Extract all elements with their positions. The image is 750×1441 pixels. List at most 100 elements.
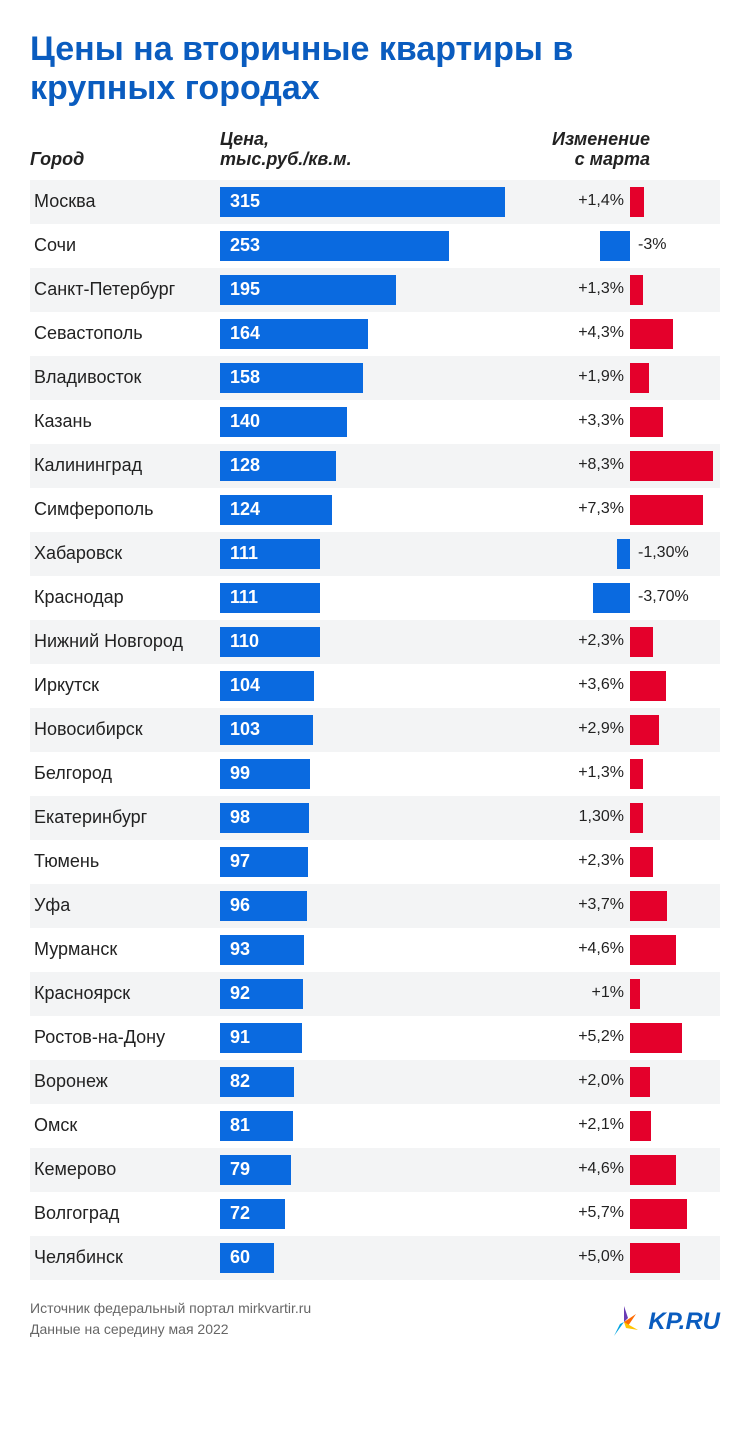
table-row: Омск81 +2,1% <box>30 1104 720 1148</box>
table-row: Челябинск60+5,0% <box>30 1236 720 1280</box>
table-row: Нижний Новгород110 +2,3% <box>30 620 720 664</box>
price-bar-cell: 91 <box>220 1016 520 1060</box>
change-label: +1,3% <box>578 764 624 782</box>
price-bar-cell: 164 <box>220 312 520 356</box>
table-row: Мурманск93+4,6% <box>30 928 720 972</box>
price-bar: 79 <box>220 1155 291 1185</box>
city-label: Челябинск <box>30 1247 220 1268</box>
price-bar: 91 <box>220 1023 302 1053</box>
change-label: +4,3% <box>578 324 624 342</box>
city-label: Уфа <box>30 895 220 916</box>
change-label: +2,9% <box>578 720 624 738</box>
change-cell: +1,3% <box>520 752 720 796</box>
change-label: +5,7% <box>578 1204 624 1222</box>
change-bar <box>630 847 653 877</box>
header-price: Цена, тыс.руб./кв.м. <box>220 130 520 170</box>
table-row: Казань140+3,3% <box>30 400 720 444</box>
table-row: Уфа96 +3,7% <box>30 884 720 928</box>
change-label: +4,6% <box>578 1160 624 1178</box>
change-cell: +1,3% <box>520 268 720 312</box>
change-label: +2,3% <box>578 852 624 870</box>
source-text: Источник федеральный портал mirkvartir.r… <box>30 1298 311 1340</box>
change-cell: +5,7% <box>520 1192 720 1236</box>
change-cell: +1% <box>520 972 720 1016</box>
price-bar-cell: 81 <box>220 1104 520 1148</box>
table-row: Симферополь124+7,3% <box>30 488 720 532</box>
infographic-container: Цены на вторичные квартиры в крупных гор… <box>0 0 750 1360</box>
price-bar-cell: 79 <box>220 1148 520 1192</box>
change-label: +2,1% <box>578 1116 624 1134</box>
change-bar <box>630 275 643 305</box>
table-row: Красноярск92+1% <box>30 972 720 1016</box>
change-bar <box>630 671 666 701</box>
city-label: Симферополь <box>30 499 220 520</box>
price-bar: 82 <box>220 1067 294 1097</box>
change-bar <box>630 1067 650 1097</box>
price-bar-cell: 103 <box>220 708 520 752</box>
change-label: +3,7% <box>578 896 624 914</box>
table-row: Новосибирск103 +2,9% <box>30 708 720 752</box>
price-bar: 164 <box>220 319 368 349</box>
change-cell: +2,3% <box>520 840 720 884</box>
change-cell: +3,7% <box>520 884 720 928</box>
city-label: Севастополь <box>30 323 220 344</box>
city-label: Красноярск <box>30 983 220 1004</box>
change-cell: +2,3% <box>520 620 720 664</box>
price-bar-cell: 110 <box>220 620 520 664</box>
change-cell: +1,4% <box>520 180 720 224</box>
change-cell: -3,70% <box>520 576 720 620</box>
price-bar-cell: 104 <box>220 664 520 708</box>
footer: Источник федеральный портал mirkvartir.r… <box>30 1298 720 1340</box>
city-label: Владивосток <box>30 367 220 388</box>
table-row: Сочи253-3% <box>30 224 720 268</box>
price-bar: 98 <box>220 803 309 833</box>
table-row: Хабаровск111-1,30% <box>30 532 720 576</box>
city-label: Екатеринбург <box>30 807 220 828</box>
table-row: Волгоград72+5,7% <box>30 1192 720 1236</box>
change-bar <box>630 759 643 789</box>
change-bar <box>630 715 659 745</box>
price-bar: 128 <box>220 451 336 481</box>
price-bar-cell: 96 <box>220 884 520 928</box>
price-bar-cell: 158 <box>220 356 520 400</box>
table-row: Иркутск104+3,6% <box>30 664 720 708</box>
change-cell: +8,3% <box>520 444 720 488</box>
city-label: Казань <box>30 411 220 432</box>
price-bar: 103 <box>220 715 313 745</box>
city-label: Мурманск <box>30 939 220 960</box>
price-bar: 111 <box>220 583 320 613</box>
change-cell: +4,3% <box>520 312 720 356</box>
change-cell: 1,30% <box>520 796 720 840</box>
change-label: +2,0% <box>578 1072 624 1090</box>
change-bar <box>630 979 640 1009</box>
change-bar <box>630 495 703 525</box>
change-label: +1,3% <box>578 280 624 298</box>
change-label: +3,6% <box>578 676 624 694</box>
city-label: Новосибирск <box>30 719 220 740</box>
price-bar-cell: 111 <box>220 576 520 620</box>
change-label: +2,3% <box>578 632 624 650</box>
price-bar: 99 <box>220 759 310 789</box>
kp-logo: KP.RU <box>606 1304 720 1340</box>
table-row: Кемерово79+4,6% <box>30 1148 720 1192</box>
city-label: Нижний Новгород <box>30 631 220 652</box>
city-label: Москва <box>30 191 220 212</box>
change-bar <box>630 1111 651 1141</box>
change-label: 1,30% <box>579 808 624 826</box>
table-row: Ростов-на-Дону91+5,2% <box>30 1016 720 1060</box>
price-bar: 104 <box>220 671 314 701</box>
city-label: Омск <box>30 1115 220 1136</box>
city-label: Краснодар <box>30 587 220 608</box>
city-label: Калининград <box>30 455 220 476</box>
change-bar <box>630 187 644 217</box>
price-bar-cell: 253 <box>220 224 520 268</box>
city-label: Тюмень <box>30 851 220 872</box>
change-cell: +3,3% <box>520 400 720 444</box>
change-bar <box>617 539 630 569</box>
price-bar-cell: 97 <box>220 840 520 884</box>
change-label: +1,9% <box>578 368 624 386</box>
change-cell: +4,6% <box>520 928 720 972</box>
change-cell: +3,6% <box>520 664 720 708</box>
city-label: Воронеж <box>30 1071 220 1092</box>
table-row: Санкт-Петербург195+1,3% <box>30 268 720 312</box>
